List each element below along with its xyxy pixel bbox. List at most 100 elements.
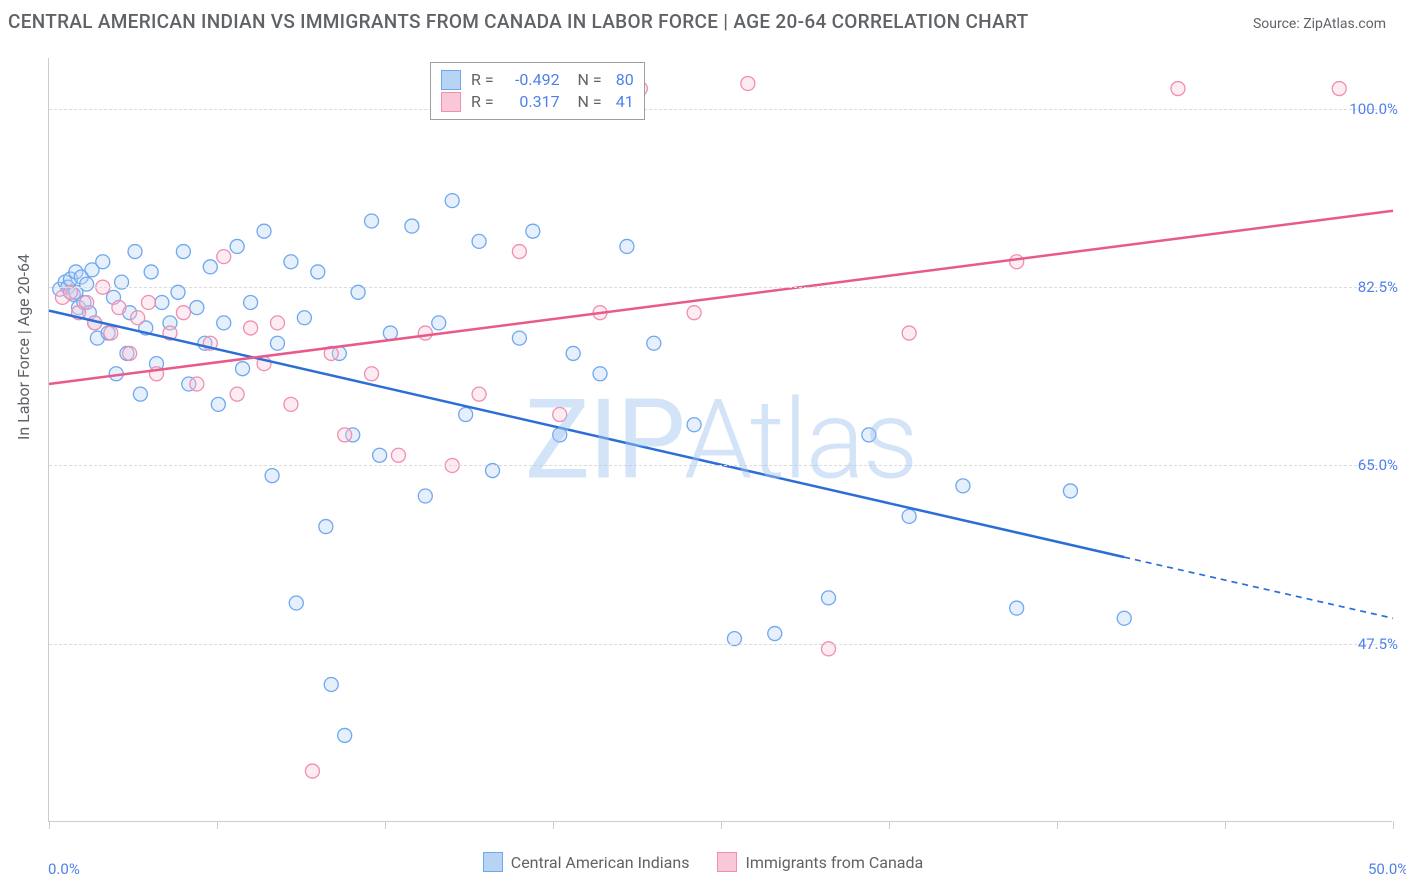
data-point	[230, 387, 244, 401]
data-point	[244, 295, 258, 309]
data-point	[230, 239, 244, 253]
x-tick-label: 50.0%	[1368, 860, 1406, 878]
y-axis-label: In Labor Force | Age 20-64	[14, 254, 33, 440]
n-label: N =	[570, 69, 602, 91]
data-point	[526, 224, 540, 238]
data-point	[211, 397, 225, 411]
y-tick-label: 100.0%	[1349, 100, 1398, 118]
trend-line-extrapolated	[1124, 557, 1393, 618]
data-point	[445, 194, 459, 208]
y-tick-label: 47.5%	[1358, 635, 1398, 653]
x-tick	[1393, 821, 1394, 829]
data-point	[1117, 611, 1131, 625]
legend-label: Immigrants from Canada	[745, 853, 923, 872]
n-label: N =	[570, 91, 602, 113]
x-tick	[553, 821, 554, 829]
chart-title: CENTRAL AMERICAN INDIAN VS IMMIGRANTS FR…	[8, 10, 1029, 33]
data-point	[1332, 82, 1346, 96]
data-point	[244, 321, 258, 335]
data-point	[512, 331, 526, 345]
data-point	[338, 428, 352, 442]
n-value: 80	[608, 69, 634, 91]
data-point	[687, 306, 701, 320]
data-point	[902, 509, 916, 523]
r-value: 0.317	[500, 91, 560, 113]
data-point	[472, 387, 486, 401]
data-point	[305, 764, 319, 778]
data-point	[155, 295, 169, 309]
x-tick	[889, 821, 890, 829]
data-point	[391, 448, 405, 462]
series-legend: Central American Indians Immigrants from …	[0, 852, 1406, 872]
data-point	[257, 224, 271, 238]
data-point	[365, 214, 379, 228]
data-point	[144, 265, 158, 279]
data-point	[620, 239, 634, 253]
data-point	[768, 627, 782, 641]
data-point	[265, 469, 279, 483]
x-tick	[385, 821, 386, 829]
data-point	[96, 255, 110, 269]
data-point	[956, 479, 970, 493]
data-point	[123, 346, 137, 360]
data-point	[324, 677, 338, 691]
data-point	[405, 219, 419, 233]
legend-swatch	[441, 92, 461, 112]
data-point	[1010, 601, 1024, 615]
y-tick-label: 65.0%	[1358, 456, 1398, 474]
data-point	[284, 255, 298, 269]
n-value: 41	[608, 91, 634, 113]
data-point	[217, 316, 231, 330]
data-point	[741, 76, 755, 90]
legend-swatch	[441, 70, 461, 90]
data-point	[432, 316, 446, 330]
trend-line	[49, 311, 1124, 558]
x-tick	[1225, 821, 1226, 829]
data-point	[176, 245, 190, 259]
legend-item: Immigrants from Canada	[717, 852, 923, 872]
chart-header: CENTRAL AMERICAN INDIAN VS IMMIGRANTS FR…	[0, 0, 1406, 39]
data-point	[289, 596, 303, 610]
data-point	[512, 245, 526, 259]
chart-source: Source: ZipAtlas.com	[1253, 16, 1386, 32]
gridline	[49, 287, 1392, 288]
data-point	[80, 295, 94, 309]
x-tick	[1057, 821, 1058, 829]
data-point	[472, 234, 486, 248]
legend-row: R = -0.492 N = 80	[441, 69, 634, 91]
data-point	[365, 367, 379, 381]
data-point	[131, 311, 145, 325]
chart-svg	[49, 58, 1393, 822]
data-point	[297, 311, 311, 325]
data-point	[80, 277, 94, 291]
data-point	[141, 295, 155, 309]
r-value: -0.492	[500, 69, 560, 91]
legend-swatch	[717, 852, 737, 872]
legend-item: Central American Indians	[483, 852, 690, 872]
data-point	[418, 326, 432, 340]
gridline	[49, 109, 1392, 110]
data-point	[373, 448, 387, 462]
data-point	[284, 397, 298, 411]
data-point	[190, 377, 204, 391]
data-point	[862, 428, 876, 442]
data-point	[236, 362, 250, 376]
x-tick-label: 0.0%	[48, 860, 80, 878]
data-point	[902, 326, 916, 340]
data-point	[112, 301, 126, 315]
x-tick	[721, 821, 722, 829]
data-point	[104, 326, 118, 340]
legend-label: Central American Indians	[511, 853, 690, 872]
data-point	[459, 408, 473, 422]
legend-row: R =0.317 N =41	[441, 91, 634, 113]
data-point	[190, 301, 204, 315]
data-point	[553, 408, 567, 422]
data-point	[1010, 255, 1024, 269]
gridline	[49, 644, 1392, 645]
data-point	[566, 346, 580, 360]
data-point	[311, 265, 325, 279]
data-point	[270, 316, 284, 330]
legend-swatch	[483, 852, 503, 872]
data-point	[383, 326, 397, 340]
r-label: R =	[471, 69, 494, 91]
